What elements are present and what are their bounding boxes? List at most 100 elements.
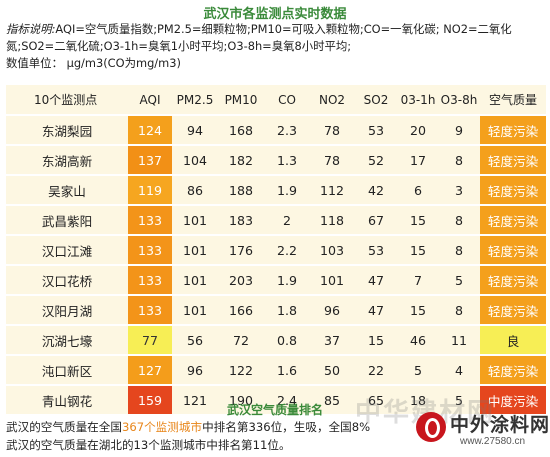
cell-so2: 52 [354, 145, 398, 176]
header-pm25: PM2.5 [172, 85, 218, 116]
cell-o38h: 8 [438, 235, 480, 266]
cell-no2: 118 [310, 205, 354, 236]
header-no2: NO2 [310, 85, 354, 116]
cell-co: 1.6 [264, 355, 310, 386]
cell-so2: 65 [354, 385, 398, 416]
cell-aqi: 133 [128, 235, 172, 266]
ranking-line-1-highlight: 367个监测城市 [121, 420, 203, 434]
monitoring-table: 10个监测点 AQI PM2.5 PM10 CO NO2 SO2 03-1h O3-8h 空气质量… [6, 85, 546, 416]
cell-aqi: 137 [128, 145, 172, 176]
cell-co: 2.3 [264, 115, 310, 146]
cell-pm25: 101 [172, 205, 218, 236]
table-row: 沌口新区 127 96 122 1.6 50 22 5 4 轻度污染 [6, 355, 546, 386]
cell-so2: 22 [354, 355, 398, 386]
logo-mark-icon [416, 412, 446, 442]
cell-co: 0.8 [264, 325, 310, 356]
header-so2: SO2 [354, 85, 398, 116]
cell-pm10: 190 [218, 385, 264, 416]
cell-no2: 112 [310, 175, 354, 206]
table-row: 东湖梨园 124 94 168 2.3 78 53 20 9 轻度污染 [6, 115, 546, 146]
header-o3-1h: 03-1h [398, 85, 438, 116]
cell-quality: 中度污染 [480, 385, 546, 416]
cell-o38h: 11 [438, 325, 480, 356]
table-row: 武昌紫阳 133 101 183 2 118 67 15 8 轻度污染 [6, 205, 546, 236]
cell-no2: 101 [310, 265, 354, 296]
cell-co: 2.4 [264, 385, 310, 416]
cell-no2: 78 [310, 115, 354, 146]
cell-aqi: 133 [128, 265, 172, 296]
cell-pm10: 188 [218, 175, 264, 206]
cell-o31h: 15 [398, 235, 438, 266]
cell-co: 2 [264, 205, 310, 236]
explanation-label: 指标说明: [6, 22, 56, 36]
cell-so2: 53 [354, 115, 398, 146]
ranking-line-2: 武汉的空气质量在湖北的13个监测城市中排名第11位。 [6, 438, 291, 452]
cell-no2: 37 [310, 325, 354, 356]
cell-pm25: 101 [172, 265, 218, 296]
cell-quality: 轻度污染 [480, 115, 546, 146]
cell-co: 2.2 [264, 235, 310, 266]
cell-quality: 轻度污染 [480, 175, 546, 206]
cell-no2: 85 [310, 385, 354, 416]
cell-o38h: 3 [438, 175, 480, 206]
cell-o31h: 18 [398, 385, 438, 416]
cell-no2: 50 [310, 355, 354, 386]
cell-no2: 103 [310, 235, 354, 266]
cell-co: 1.8 [264, 295, 310, 326]
cell-pm10: 183 [218, 205, 264, 236]
cell-pm25: 121 [172, 385, 218, 416]
header-quality: 空气质量 [480, 85, 546, 116]
cell-site: 汉口江滩 [6, 235, 128, 266]
table-row: 沉湖七壕 77 56 72 0.8 37 15 46 11 良 [6, 325, 546, 356]
cell-quality: 轻度污染 [480, 295, 546, 326]
explanation-line-2: 氮;SO2=二氧化硫;O3-1h=臭氧1小时平均;O3-8h=臭氧8小时平均; [6, 39, 352, 53]
cell-quality: 轻度污染 [480, 205, 546, 236]
cell-o38h: 5 [438, 385, 480, 416]
cell-site: 沉湖七壕 [6, 325, 128, 356]
cell-o31h: 20 [398, 115, 438, 146]
table-row: 青山钢花 159 121 190 2.4 85 65 18 5 中度污染 [6, 385, 546, 416]
cell-aqi: 159 [128, 385, 172, 416]
cell-co: 1.9 [264, 175, 310, 206]
logo-name: 中外涂料网 [450, 414, 550, 436]
cell-o31h: 15 [398, 205, 438, 236]
table-header-row: 10个监测点 AQI PM2.5 PM10 CO NO2 SO2 03-1h O3-8h 空气质量 [6, 85, 546, 116]
table-row: 吴家山 119 86 188 1.9 112 42 6 3 轻度污染 [6, 175, 546, 206]
header-pm10: PM10 [218, 85, 264, 116]
cell-so2: 42 [354, 175, 398, 206]
cell-pm10: 122 [218, 355, 264, 386]
cell-o31h: 46 [398, 325, 438, 356]
cell-pm25: 101 [172, 235, 218, 266]
cell-so2: 47 [354, 265, 398, 296]
page-title: 武汉市各监测点实时数据 [203, 7, 347, 22]
cell-o38h: 5 [438, 265, 480, 296]
cell-pm25: 86 [172, 175, 218, 206]
header-co: CO [264, 85, 310, 116]
cell-site: 汉口花桥 [6, 265, 128, 296]
explanation-line-3: 数值单位： μg/m3(CO为mg/m3) [6, 56, 181, 70]
ranking-line-1-pre: 武汉的空气质量在全国 [6, 420, 122, 434]
cell-pm10: 166 [218, 295, 264, 326]
cell-pm10: 168 [218, 115, 264, 146]
cell-pm25: 104 [172, 145, 218, 176]
cell-quality: 良 [480, 325, 546, 356]
cell-quality: 轻度污染 [480, 145, 546, 176]
cell-quality: 轻度污染 [480, 355, 546, 386]
cell-o31h: 5 [398, 355, 438, 386]
table-row: 东湖高新 137 104 182 1.3 78 52 17 8 轻度污染 [6, 145, 546, 176]
cell-aqi: 133 [128, 205, 172, 236]
cell-so2: 15 [354, 325, 398, 356]
cell-aqi: 119 [128, 175, 172, 206]
header-aqi: AQI [128, 85, 172, 116]
cell-o31h: 17 [398, 145, 438, 176]
cell-pm10: 203 [218, 265, 264, 296]
cell-no2: 78 [310, 145, 354, 176]
explanation-block: 指标说明:AQI=空气质量指数;PM2.5=细颗粒物;PM10=可吸入颗粒物;C… [6, 21, 546, 72]
cell-site: 东湖高新 [6, 145, 128, 176]
cell-o31h: 15 [398, 295, 438, 326]
cell-pm25: 96 [172, 355, 218, 386]
cell-site: 武昌紫阳 [6, 205, 128, 236]
logo-url: www.27580.cn [460, 436, 526, 447]
cell-o31h: 7 [398, 265, 438, 296]
cell-so2: 67 [354, 205, 398, 236]
